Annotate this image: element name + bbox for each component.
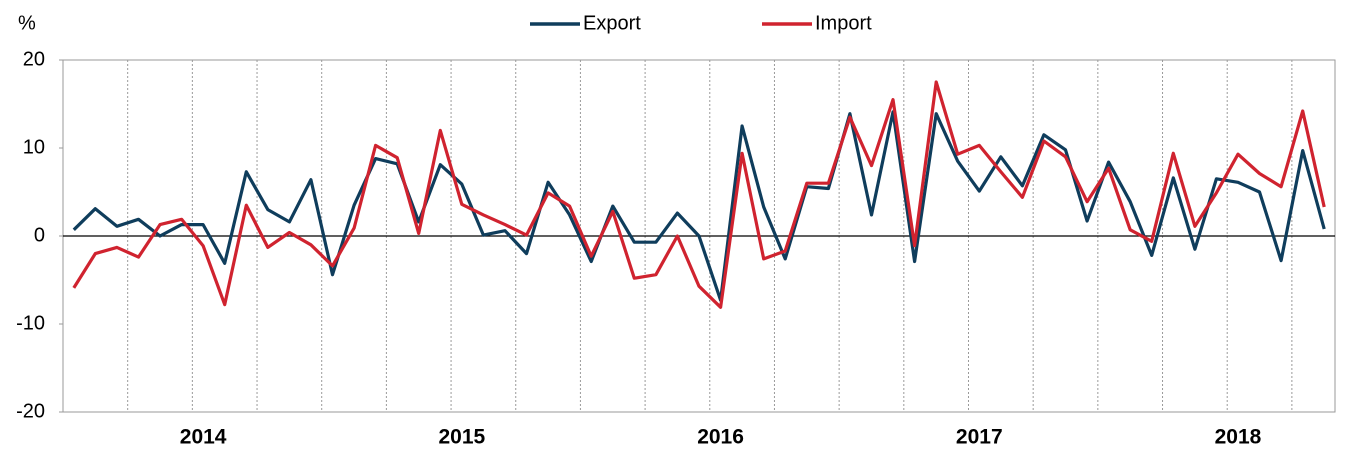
y-tick-label: 10	[23, 136, 45, 158]
x-tick-label: 2015	[438, 426, 485, 449]
series-line	[72, 80, 1326, 309]
y-tick-label: -10	[16, 312, 45, 334]
x-tick-label: 2018	[1215, 426, 1262, 449]
y-axis-label: %	[18, 12, 36, 34]
legend-label: Export	[583, 12, 641, 34]
legend-label: Import	[815, 12, 872, 34]
x-tick-label: 2017	[956, 426, 1003, 449]
series-line	[72, 110, 1326, 302]
y-tick-label: -20	[16, 400, 45, 422]
y-tick-label: 20	[23, 48, 45, 70]
y-tick-label: 0	[34, 224, 45, 246]
x-tick-label: 2016	[697, 426, 744, 449]
x-tick-label: 2014	[180, 426, 227, 449]
